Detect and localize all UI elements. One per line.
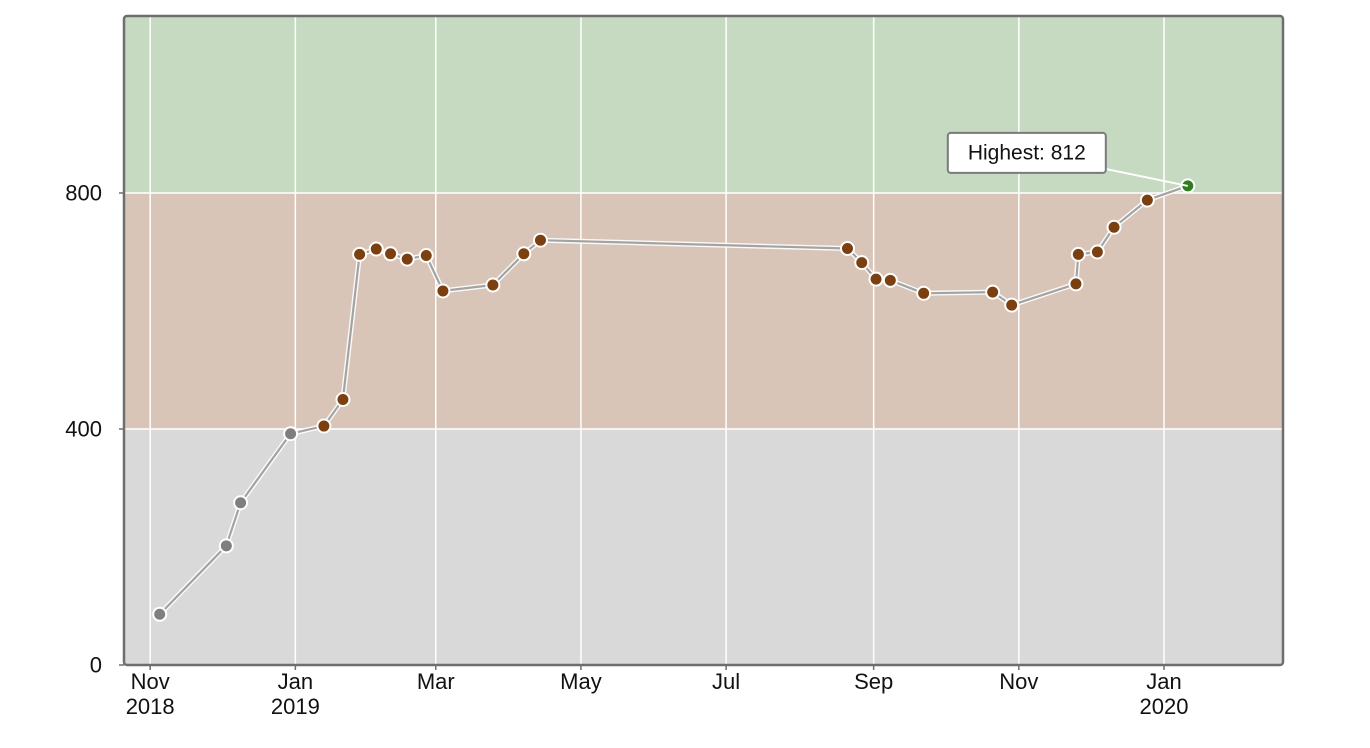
annotation-label: Highest: 812	[968, 141, 1086, 164]
data-point-3	[283, 426, 299, 442]
data-point-18	[882, 272, 898, 288]
data-point-26	[1139, 192, 1155, 208]
x-tick-label-6: Nov	[999, 669, 1038, 694]
data-points	[152, 178, 1196, 622]
data-point-25	[1106, 219, 1122, 235]
data-point-9	[399, 251, 415, 267]
vertical-gridlines	[149, 16, 1165, 665]
annotation-leader-line	[1105, 167, 1189, 187]
data-point-12	[485, 277, 501, 293]
band-0	[124, 429, 1283, 665]
annotation-box	[946, 131, 1107, 174]
plot-frame	[122, 14, 1285, 667]
x-tick-label-3: May	[560, 669, 602, 694]
y-tick-label-1: 400	[65, 417, 102, 442]
data-point-10	[418, 248, 434, 264]
data-point-1	[218, 538, 234, 554]
data-point-15	[839, 240, 855, 256]
x-tick-label-7: Jan	[1146, 669, 1181, 694]
data-point-22	[1068, 276, 1084, 292]
data-point-2	[233, 495, 249, 511]
data-point-24	[1089, 244, 1105, 260]
data-point-5	[335, 392, 351, 407]
x-tick-year-0: 2018	[126, 694, 175, 719]
y-tick-label-2: 800	[65, 181, 102, 206]
y-axis-ticks: 0 400 800	[65, 181, 124, 678]
band-2	[124, 16, 1283, 193]
series-line	[157, 183, 1189, 617]
data-point-16	[854, 255, 870, 271]
x-tick-year-7: 2020	[1140, 694, 1189, 719]
data-point-14	[532, 232, 548, 248]
y-tick-label-0: 0	[90, 653, 102, 678]
value-bands	[124, 16, 1283, 665]
data-point-8	[383, 246, 399, 262]
x-tick-label-1: Jan	[278, 669, 313, 694]
x-tick-label-4: Jul	[712, 669, 740, 694]
data-point-17	[868, 271, 884, 287]
series-line-path	[158, 184, 1189, 616]
x-tick-year-1: 2019	[271, 694, 320, 719]
x-tick-label-5: Sep	[854, 669, 893, 694]
data-point-11	[435, 283, 451, 299]
data-point-20	[985, 284, 1001, 300]
data-point-7	[368, 241, 384, 257]
data-point-21	[1004, 297, 1020, 313]
data-point-23	[1070, 246, 1086, 262]
data-point-0	[152, 606, 168, 622]
data-point-6	[352, 246, 368, 262]
x-tick-label-0: Nov	[131, 669, 170, 694]
highest-annotation: Highest: 812	[946, 131, 1189, 187]
x-tick-label-2: Mar	[417, 669, 455, 694]
band-1	[124, 193, 1283, 429]
data-point-4	[316, 418, 332, 434]
data-point-13	[516, 246, 532, 262]
data-point-19	[916, 285, 932, 301]
